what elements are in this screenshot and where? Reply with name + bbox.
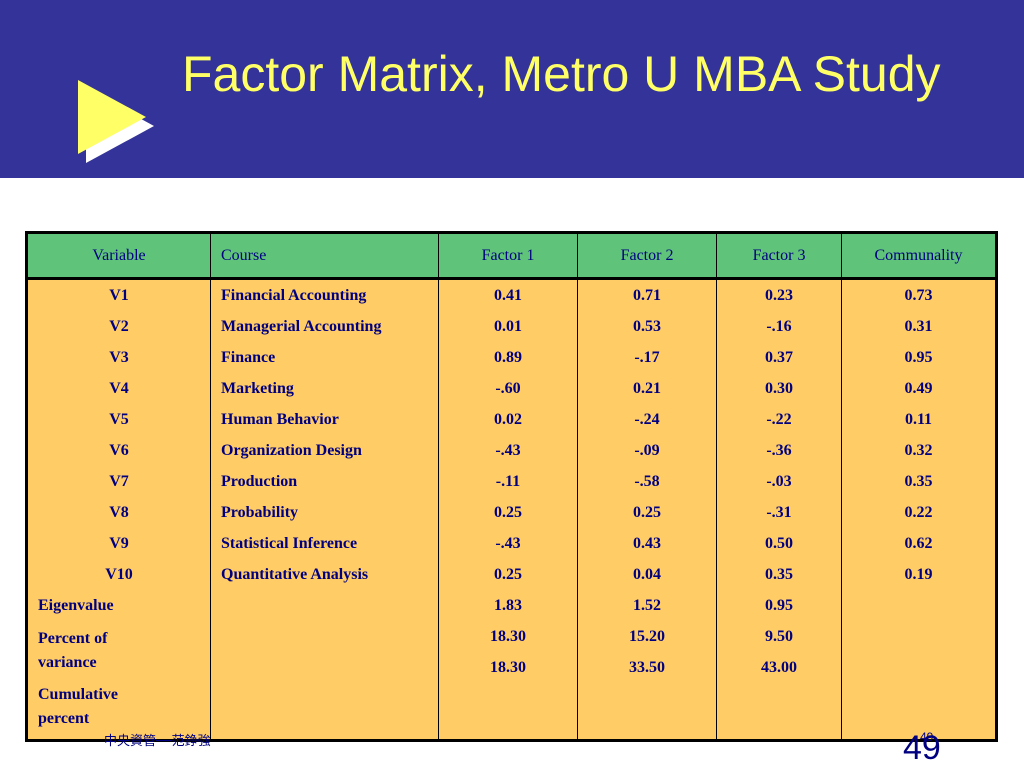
slide-header: Factor Matrix, Metro U MBA Study — [0, 0, 1024, 178]
factor-3-cell: -.22 — [766, 411, 792, 428]
variable-cell: V8 — [109, 504, 129, 521]
factor-3-cell: -.16 — [766, 318, 792, 335]
variable-cell: V10 — [105, 566, 133, 583]
variable-cell: V2 — [109, 318, 129, 335]
factor-1-cell: 0.25 — [494, 504, 522, 521]
communality-cell: 0.32 — [904, 442, 933, 459]
factor-2-cell: 0.25 — [633, 504, 661, 521]
factor-3-percent-variance: 9.50 — [765, 628, 793, 645]
factor-2-cell: 0.21 — [633, 380, 661, 397]
course-cell: Human Behavior — [221, 411, 339, 428]
communality-cell: 0.31 — [904, 318, 933, 335]
factor-2-percent-variance: 15.20 — [629, 628, 665, 645]
table-body-row: V1 V2 V3 V4 V5 V6 V7 V8 V9 V10 Eigenvalu… — [26, 278, 997, 741]
factor-2-eigenvalue: 1.52 — [633, 597, 661, 614]
course-cell: Financial Accounting — [221, 287, 367, 304]
footer-author: 中央資管──范錚強 — [104, 734, 211, 749]
header-communality: Communality — [841, 232, 997, 280]
course-cell: Quantitative Analysis — [221, 566, 369, 583]
course-cell: Marketing — [221, 380, 294, 397]
factor-1-cell: -.43 — [495, 535, 521, 552]
course-cell: Finance — [221, 349, 276, 366]
communality-cell: 0.73 — [904, 287, 933, 304]
course-cell: Organization Design — [221, 442, 362, 459]
course-cell: Statistical Inference — [221, 535, 358, 552]
variable-cell: V6 — [109, 442, 129, 459]
slide-title: Factor Matrix, Metro U MBA Study — [182, 46, 941, 102]
variable-cell: V7 — [109, 473, 129, 490]
factor-1-cell: -.43 — [495, 442, 521, 459]
factor-2-cell: 0.71 — [633, 287, 661, 304]
variable-column: V1 V2 V3 V4 V5 V6 V7 V8 V9 V10 Eigenvalu… — [26, 278, 211, 741]
factor-3-cell: 0.50 — [765, 535, 793, 552]
factor-1-cell: 0.01 — [494, 318, 522, 335]
factor-2-cell: -.24 — [634, 411, 660, 428]
factor-1-cell: -.60 — [495, 380, 521, 397]
factor-3-cell: -.03 — [766, 473, 792, 490]
header-factor-3: Factor 3 — [716, 232, 842, 280]
communality-cell: 0.49 — [904, 380, 933, 397]
factor-3-eigenvalue: 0.95 — [765, 597, 793, 614]
course-cell: Probability — [221, 504, 299, 521]
factor-1-cell: 0.41 — [494, 287, 522, 304]
factor-3-column: 0.23 -.16 0.37 0.30 -.22 -.36 -.03 -.31 … — [716, 278, 842, 741]
variable-cell: V3 — [109, 349, 129, 366]
factor-2-cell: -.17 — [634, 349, 660, 366]
variable-cell: V1 — [109, 287, 129, 304]
communality-column: 0.73 0.31 0.95 0.49 0.11 0.32 0.35 0.22 … — [841, 278, 997, 741]
factor-2-cell: 0.04 — [633, 566, 661, 583]
factor-2-cumulative-percent: 33.50 — [629, 659, 665, 676]
communality-cell: 0.11 — [904, 411, 933, 428]
factor-3-cell: 0.23 — [765, 287, 793, 304]
summary-label-eigenvalue: Eigenvalue — [38, 597, 114, 614]
table-header-row: Variable Course Factor 1 Factor 2 Factor… — [26, 232, 997, 280]
header-course: Course — [210, 232, 439, 280]
header-factor-1: Factor 1 — [438, 232, 578, 280]
variable-cell: V5 — [109, 411, 129, 428]
factor-3-cell: 0.30 — [765, 380, 793, 397]
factor-2-cell: 0.53 — [633, 318, 661, 335]
factor-1-percent-variance: 18.30 — [490, 628, 526, 645]
factor-1-cumulative-percent: 18.30 — [490, 659, 526, 676]
communality-cell: 0.62 — [904, 535, 933, 552]
factor-2-cell: -.09 — [634, 442, 660, 459]
factor-3-cell: 0.37 — [765, 349, 793, 366]
factor-1-cell: 0.02 — [494, 411, 522, 428]
factor-1-cell: 0.25 — [494, 566, 522, 583]
factor-1-column: 0.41 0.01 0.89 -.60 0.02 -.43 -.11 0.25 … — [438, 278, 578, 741]
factor-3-cell: 0.35 — [765, 566, 793, 583]
factor-2-column: 0.71 0.53 -.17 0.21 -.24 -.09 -.58 0.25 … — [577, 278, 717, 741]
course-cell: Managerial Accounting — [221, 318, 382, 335]
summary-label-percent-variance: Percent of variance — [38, 630, 108, 671]
header-variable: Variable — [26, 232, 211, 280]
summary-label-cumulative-percent: Cumulative percent — [38, 686, 118, 727]
variable-cell: V9 — [109, 535, 129, 552]
header-factor-2: Factor 2 — [577, 232, 717, 280]
course-column: Financial Accounting Managerial Accounti… — [210, 278, 439, 741]
communality-cell: 0.95 — [904, 349, 933, 366]
variable-cell: V4 — [109, 380, 129, 397]
factor-2-cell: -.58 — [634, 473, 660, 490]
communality-cell: 0.19 — [904, 566, 933, 583]
factor-2-cell: 0.43 — [633, 535, 661, 552]
page-number: 49 — [903, 729, 941, 767]
factor-1-eigenvalue: 1.83 — [494, 597, 522, 614]
play-arrow-icon — [78, 80, 154, 163]
factor-matrix-table: Variable Course Factor 1 Factor 2 Factor… — [25, 231, 998, 742]
factor-3-cell: -.31 — [766, 504, 792, 521]
communality-cell: 0.35 — [904, 473, 933, 490]
factor-3-cell: -.36 — [766, 442, 792, 459]
footer-page-small: 49 — [920, 730, 934, 744]
factor-1-cell: -.11 — [495, 473, 521, 490]
course-cell: Production — [221, 473, 298, 490]
factor-1-cell: 0.89 — [494, 349, 522, 366]
factor-3-cumulative-percent: 43.00 — [761, 659, 797, 676]
communality-cell: 0.22 — [904, 504, 933, 521]
